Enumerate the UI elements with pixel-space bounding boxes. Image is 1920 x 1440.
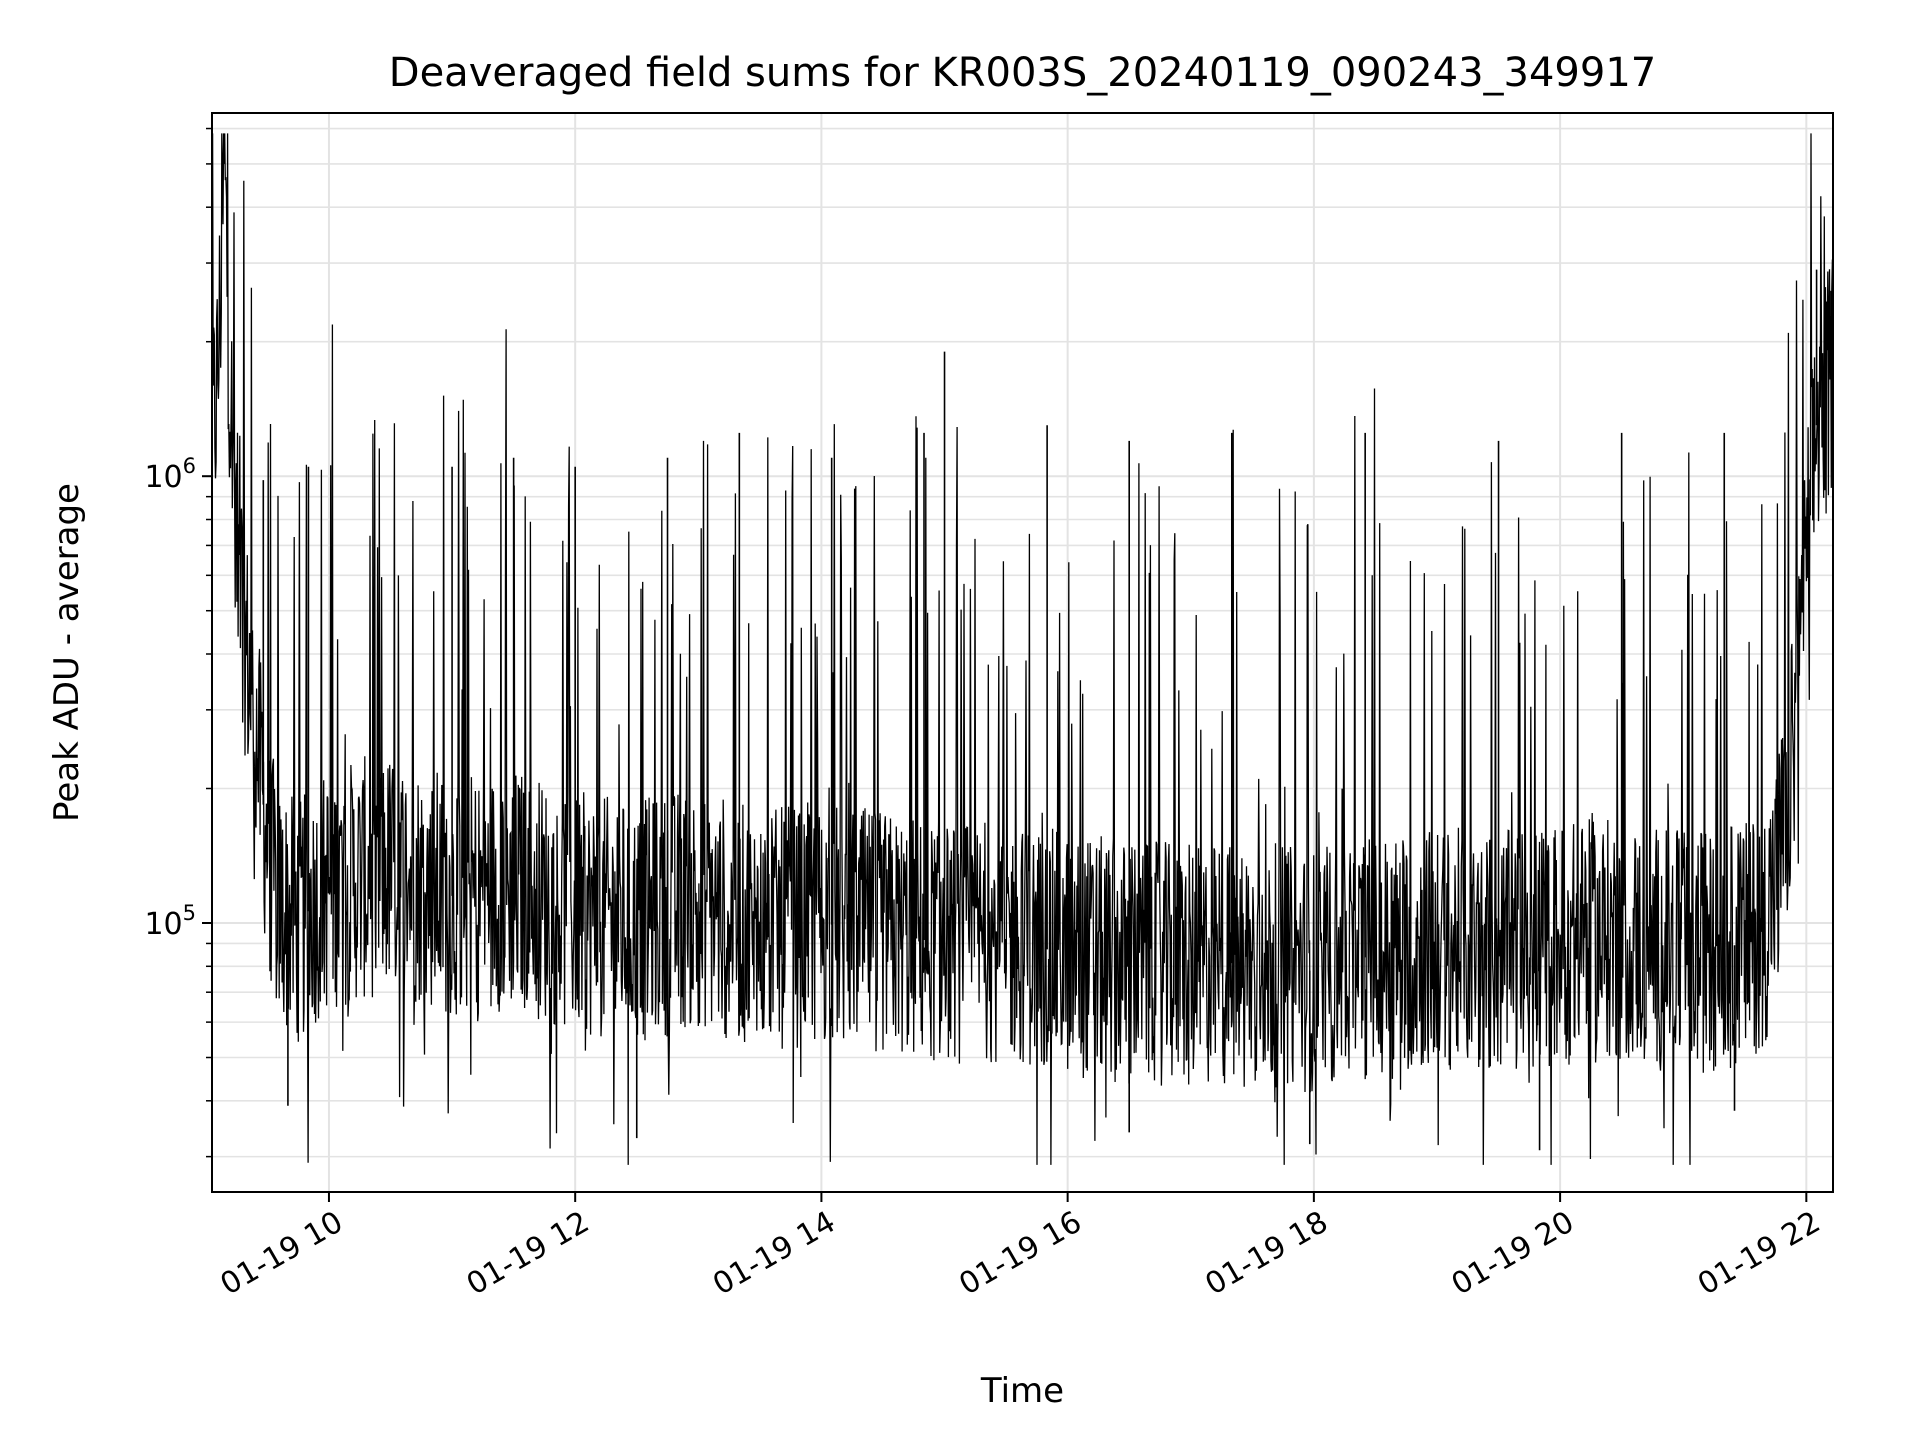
axes-frame [211,112,1834,1193]
x-axis-label: Time [980,1371,1064,1411]
chart-title: Deaveraged field sums for KR003S_2024011… [389,50,1656,96]
grid [212,113,1833,1192]
y-tick-label: 106 [144,454,196,495]
data-series-line [211,133,1834,1165]
y-axis-label: Peak ADU - average [47,483,87,822]
y-tick-label: 105 [144,901,196,942]
plot-area [211,133,1834,1165]
